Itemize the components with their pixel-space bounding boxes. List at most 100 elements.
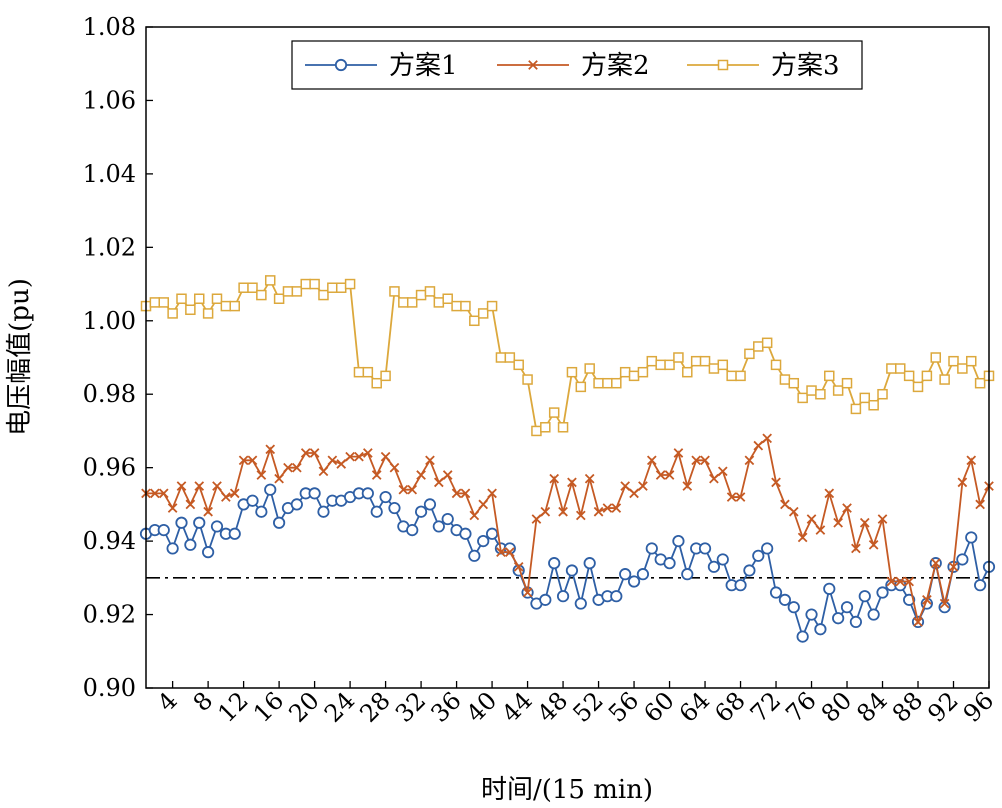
series-2-point-58 [646, 455, 657, 466]
series-2-point-29 [389, 462, 400, 473]
series-2-point-93 [957, 477, 968, 488]
series-2-point-83 [868, 539, 879, 550]
series-2-point-38 [469, 510, 480, 521]
series-3-point-88 [912, 381, 924, 393]
series-3-point-23 [335, 282, 347, 293]
series-3-point-25 [353, 366, 365, 378]
series-3-point-36 [451, 300, 462, 312]
series-3-point-42 [504, 352, 516, 363]
series-1-point-51 [583, 557, 596, 570]
series-3-point-30 [398, 297, 409, 308]
series-1-point-80 [840, 601, 854, 614]
series-3-point-94 [966, 355, 977, 367]
series-1-point-66 [716, 553, 729, 566]
series-3-point-46 [540, 422, 551, 433]
series-3-point-90 [930, 352, 942, 363]
series-1-point-15 [264, 483, 277, 496]
series-2-point-26 [363, 448, 373, 458]
series-3-point-55 [619, 366, 631, 378]
series-3-point-2 [149, 297, 161, 308]
legend-marker-2 [528, 60, 538, 70]
series-3-point-24 [344, 278, 356, 290]
series-2-point-90 [930, 558, 941, 568]
series-3-point-4 [167, 308, 178, 319]
series-3-point-27 [371, 377, 382, 389]
series-2-point-20 [309, 448, 320, 458]
y-tick-label-0.92: 0.92 [83, 601, 136, 629]
series-3-point-39 [477, 308, 489, 319]
series-2-point-82 [859, 517, 870, 528]
series-3-point-9 [211, 293, 223, 304]
series-2-point-60 [664, 470, 675, 480]
series-1-point-48 [556, 590, 570, 603]
series-3-point-17 [282, 286, 294, 297]
series-2-point-36 [451, 488, 462, 499]
series-3-point-49 [566, 366, 578, 378]
series-1-point-60 [663, 557, 676, 570]
series-2-point-12 [238, 455, 249, 466]
series-1-point-79 [832, 612, 845, 625]
series-2-point-13 [247, 455, 258, 466]
series-1-point-58 [645, 542, 658, 555]
series-2-point-42 [504, 547, 515, 557]
series-2-point-80 [842, 503, 852, 513]
series-2-point-3 [158, 488, 169, 499]
y-axis-title: 电压幅值(pu) [5, 278, 35, 436]
series-2-point-18 [292, 462, 302, 473]
series-1-point-37 [459, 527, 472, 540]
series-1-point-18 [290, 498, 303, 511]
series-1-point-11 [228, 527, 241, 540]
series-3-point-19 [300, 278, 311, 290]
series-3-point-79 [832, 385, 844, 396]
series-3-point-56 [628, 370, 640, 382]
series-1-point-31 [406, 523, 419, 537]
series-2-point-91 [939, 598, 950, 609]
series-2-point-79 [833, 517, 843, 528]
series-1-point-3 [157, 523, 170, 537]
series-3-point-21 [318, 289, 329, 301]
series-1-point-57 [636, 568, 650, 581]
series-1-point-39 [477, 535, 490, 548]
series-2-point-89 [922, 595, 932, 605]
series-3-point-80 [841, 377, 853, 389]
series-2-point-43 [513, 561, 524, 572]
series-2-point-6 [185, 499, 196, 510]
series-3-point-51 [584, 363, 595, 374]
series-1-point-76 [805, 608, 818, 621]
series-3-point-45 [531, 425, 542, 437]
series-3-point-26 [362, 366, 374, 378]
series-3-point-73 [779, 374, 791, 385]
series-1-point-77 [814, 623, 827, 636]
series-2-point-56 [629, 488, 639, 499]
legend: 方案1 方案2 方案3 [291, 40, 863, 90]
series-2-point-66 [717, 466, 728, 477]
legend-marker-1 [334, 58, 348, 72]
series-1-point-62 [681, 568, 694, 581]
series-2-point-33 [425, 455, 435, 466]
series-2-point-40 [487, 488, 497, 499]
series-2-point-55 [620, 481, 631, 491]
series-1-point-40 [485, 527, 499, 540]
series-1-point-6 [184, 538, 197, 551]
series-1-point-72 [769, 586, 783, 599]
y-tick-label-1.06: 1.06 [83, 86, 136, 114]
series-3-point-38 [469, 315, 480, 327]
series-2-point-54 [611, 503, 622, 513]
series-2-point-52 [593, 506, 604, 517]
series-2-point-95 [975, 499, 985, 510]
series-3-point-31 [406, 297, 418, 308]
series-1-point-78 [823, 582, 836, 595]
y-tick-label-0.96: 0.96 [83, 454, 136, 482]
series-2-point-68 [735, 492, 746, 502]
series-3-point-63 [690, 355, 702, 367]
series-2-point-7 [194, 481, 205, 491]
series-3-point-62 [682, 366, 693, 378]
series-2-point-35 [442, 470, 453, 480]
legend-label-3: 方案3 [771, 51, 840, 81]
series-2-point-72 [771, 477, 781, 488]
series-3-point-57 [637, 366, 649, 378]
series-2-point-86 [895, 576, 906, 587]
series-2-point-53 [602, 503, 613, 513]
series-2-point-57 [638, 481, 648, 491]
series-1-point-35 [441, 512, 454, 526]
